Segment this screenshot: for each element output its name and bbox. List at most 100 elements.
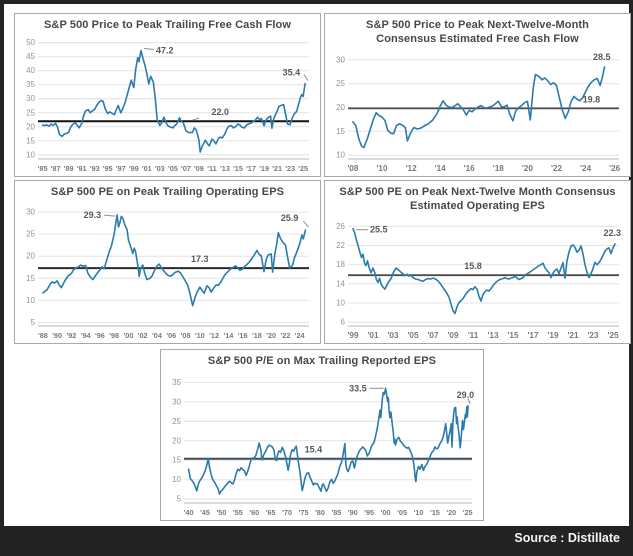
svg-text:15: 15 [26,274,35,283]
svg-text:50: 50 [26,38,35,47]
svg-text:'22: '22 [551,164,563,173]
svg-text:'90: '90 [52,331,62,340]
svg-text:30: 30 [26,208,35,217]
svg-text:47.2: 47.2 [156,46,174,56]
svg-text:30: 30 [26,94,35,103]
svg-text:'00: '00 [381,508,391,517]
chart-title-pe-peak-ntm-operating-eps: S&P 500 PE on Peak Next-Twelve Month Con… [339,186,616,212]
svg-text:'89: '89 [64,164,74,173]
svg-text:35: 35 [172,378,181,387]
svg-text:'19: '19 [259,164,269,173]
svg-text:'14: '14 [435,164,447,173]
svg-text:'95: '95 [364,508,374,517]
svg-text:'26: '26 [609,164,621,173]
svg-text:26: 26 [336,222,345,231]
svg-text:'15: '15 [233,164,243,173]
svg-text:'12: '12 [209,331,219,340]
svg-text:'15: '15 [507,331,519,340]
svg-text:20: 20 [26,252,35,261]
svg-text:'24: '24 [295,331,306,340]
svg-text:'70: '70 [282,508,292,517]
svg-text:'19: '19 [547,331,559,340]
svg-text:'85: '85 [38,164,48,173]
svg-text:33.5: 33.5 [349,383,367,393]
svg-text:'10: '10 [376,164,388,173]
svg-text:'12: '12 [406,164,418,173]
svg-text:'50: '50 [217,508,227,517]
svg-text:'05: '05 [168,164,178,173]
svg-text:5: 5 [177,495,182,504]
svg-text:25.5: 25.5 [370,225,388,235]
svg-text:'18: '18 [252,331,262,340]
svg-text:22.0: 22.0 [212,107,230,117]
svg-text:5: 5 [31,318,36,327]
svg-text:'95: '95 [103,164,113,173]
svg-text:'02: '02 [138,331,148,340]
svg-text:25.9: 25.9 [281,213,299,223]
svg-text:20: 20 [172,436,181,445]
svg-text:'16: '16 [238,331,248,340]
svg-text:'87: '87 [51,164,61,173]
svg-text:'11: '11 [207,164,216,173]
svg-text:'98: '98 [109,331,119,340]
svg-text:'01: '01 [367,331,379,340]
svg-text:'25: '25 [463,508,473,517]
svg-text:'55: '55 [233,508,243,517]
svg-text:'25: '25 [607,331,619,340]
svg-text:'04: '04 [152,331,163,340]
svg-text:10: 10 [26,296,35,305]
svg-text:'15: '15 [430,508,440,517]
svg-text:15: 15 [336,127,345,136]
svg-text:'21: '21 [272,164,282,173]
svg-text:25: 25 [172,417,181,426]
chart-panel-price-to-peak-ntm-fcf: S&P 500 Price to Peak Next-Twelve-Month … [324,13,631,177]
svg-text:'93: '93 [90,164,100,173]
svg-text:'92: '92 [66,331,76,340]
svg-text:15: 15 [172,456,181,465]
svg-text:25: 25 [26,108,35,117]
svg-text:20: 20 [26,122,35,131]
svg-text:'23: '23 [587,331,599,340]
svg-text:29.3: 29.3 [84,210,102,220]
svg-text:'08: '08 [181,331,191,340]
svg-text:'20: '20 [446,508,456,517]
chart-title-price-to-peak-ntm-fcf: S&P 500 Price to Peak Next-Twelve-Month … [366,19,589,45]
svg-text:'17: '17 [527,331,539,340]
svg-text:25: 25 [26,230,35,239]
svg-text:'85: '85 [331,508,341,517]
chart-panel-price-to-peak-trailing-fcf: S&P 500 Price to Peak Trailing Free Cash… [14,13,321,177]
svg-text:30: 30 [336,55,345,64]
svg-text:28.5: 28.5 [593,52,611,62]
line-chart-pe-peak-trailing-operating-eps: 51015202530'88'90'92'94'96'98'00'02'04'0… [26,208,309,340]
svg-text:35: 35 [26,80,35,89]
svg-text:15.4: 15.4 [305,445,323,455]
line-chart-pe-peak-ntm-operating-eps: 6 10 14 18 22 26 '99 '01 '03 '05 '07 '09 '11 '13 '15 '1… [336,222,621,340]
svg-text:10: 10 [336,151,345,160]
svg-text:'10: '10 [195,331,205,340]
line-chart-price-to-peak-ntm-fcf: 10 15 20 25 30 '08 '10 '12 '14 '16 '18 '20 '22 '24 '26… [336,52,621,173]
svg-text:22.3: 22.3 [603,228,621,238]
svg-text:'13: '13 [220,164,230,173]
svg-text:'03: '03 [387,331,399,340]
svg-text:'40: '40 [184,508,194,517]
svg-text:'75: '75 [299,508,309,517]
svg-text:14: 14 [336,279,345,288]
svg-text:'08: '08 [347,164,359,173]
charts-sheet: S&P 500 Price to Peak Trailing Free Cash… [4,4,631,526]
svg-text:'13: '13 [487,331,499,340]
svg-text:'05: '05 [397,508,407,517]
svg-text:10: 10 [26,150,35,159]
svg-text:'16: '16 [464,164,476,173]
svg-text:17.3: 17.3 [191,254,209,264]
chart-title-pe-max-trailing-reported-eps: S&P 500 P/E on Max Trailing Reported EPS [207,355,437,367]
svg-text:'00: '00 [124,331,134,340]
svg-text:'91: '91 [77,164,87,173]
svg-text:'22: '22 [281,331,291,340]
svg-text:'11: '11 [468,331,479,340]
svg-text:'05: '05 [407,331,419,340]
svg-text:'99: '99 [347,331,359,340]
svg-text:'17: '17 [246,164,256,173]
svg-text:18: 18 [336,260,345,269]
svg-text:'03: '03 [155,164,165,173]
